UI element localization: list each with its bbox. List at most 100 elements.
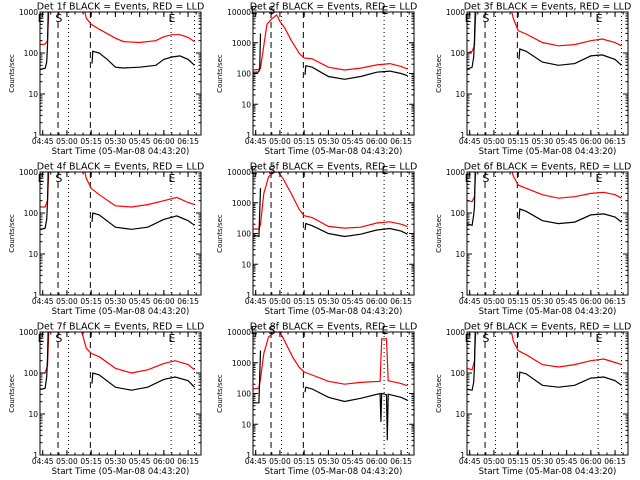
series-line-lld xyxy=(253,332,408,390)
x-axis-label: Start Time (05-Mar-08 04:43:20) xyxy=(265,467,403,477)
y-tick-label: 10 xyxy=(455,90,465,99)
y-tick-label: 10000 xyxy=(227,328,251,337)
x-tick-label: 06:00 xyxy=(366,297,388,306)
x-axis-label: Start Time (05-Mar-08 04:43:20) xyxy=(265,307,403,317)
x-tick-label: 05:30 xyxy=(105,457,127,466)
plot-frame xyxy=(466,331,629,456)
y-axis-label: Counts/sec xyxy=(216,54,224,93)
plot-frame xyxy=(252,171,415,296)
y-tick-label: 1 xyxy=(246,131,251,140)
y-axis-label: Counts/sec xyxy=(216,214,224,253)
panel-title: Det 3f BLACK = Events, RED = LLD xyxy=(464,2,632,13)
y-tick-label: 100 xyxy=(237,70,252,79)
series-line-events xyxy=(253,33,408,80)
series-line-events xyxy=(467,172,622,227)
series-line-events xyxy=(253,350,408,441)
y-tick-label: 1 xyxy=(460,131,465,140)
series-line-events xyxy=(40,332,195,391)
panel-title: Det 7f BLACK = Events, RED = LLD xyxy=(37,322,205,333)
event-marker-s: S xyxy=(268,324,275,337)
series-line-lld xyxy=(253,14,408,71)
y-tick-label: 10000 xyxy=(227,8,251,17)
panel-title: Det 4f BLACK = Events, RED = LLD xyxy=(37,162,205,173)
y-tick-label: 1 xyxy=(33,131,38,140)
event-marker-s: S xyxy=(55,12,62,25)
x-tick-label: 05:30 xyxy=(318,457,340,466)
x-tick-label: 04:45 xyxy=(245,137,267,146)
x-tick-label: 05:30 xyxy=(532,297,554,306)
event-marker-s: S xyxy=(55,332,62,345)
x-tick-label: 06:15 xyxy=(604,137,626,146)
event-marker-e: E xyxy=(168,172,175,185)
x-tick-label: 05:00 xyxy=(56,137,78,146)
x-tick-label: 06:15 xyxy=(177,137,199,146)
x-tick-label: 06:15 xyxy=(604,457,626,466)
panel-title: Det 1f BLACK = Events, RED = LLD xyxy=(37,2,205,13)
x-tick-label: 05:00 xyxy=(269,457,291,466)
x-tick-label: 04:45 xyxy=(459,137,481,146)
y-tick-label: 100 xyxy=(24,209,39,218)
x-tick-label: 04:45 xyxy=(32,137,54,146)
x-tick-label: 06:15 xyxy=(177,297,199,306)
x-tick-label: 05:00 xyxy=(56,297,78,306)
y-tick-label: 10000 xyxy=(227,168,251,177)
y-tick-label: 10 xyxy=(455,410,465,419)
y-tick-label: 1000 xyxy=(19,168,38,177)
x-tick-label: 06:00 xyxy=(153,297,175,306)
x-tick-label: 06:00 xyxy=(366,457,388,466)
y-axis-label: Counts/sec xyxy=(216,374,224,413)
x-tick-label: 06:00 xyxy=(580,137,602,146)
series-line-events xyxy=(40,12,195,70)
x-tick-label: 05:15 xyxy=(293,297,315,306)
x-tick-label: 06:15 xyxy=(390,457,412,466)
x-tick-label: 05:00 xyxy=(483,137,505,146)
event-marker-s: S xyxy=(482,332,489,345)
x-tick-label: 04:45 xyxy=(459,457,481,466)
series-line-events xyxy=(253,188,408,238)
y-tick-label: 100 xyxy=(24,369,39,378)
x-tick-label: 04:45 xyxy=(32,297,54,306)
series-line-lld xyxy=(253,172,408,230)
y-tick-label: 10 xyxy=(455,250,465,259)
y-tick-label: 100 xyxy=(237,390,252,399)
x-tick-label: 05:45 xyxy=(556,297,578,306)
x-tick-label: 05:45 xyxy=(556,137,578,146)
x-axis-label: Start Time (05-Mar-08 04:43:20) xyxy=(52,307,190,317)
y-tick-label: 1000 xyxy=(19,8,38,17)
event-marker-e: E xyxy=(381,4,388,17)
y-tick-label: 1 xyxy=(460,451,465,460)
y-tick-label: 10 xyxy=(28,250,38,259)
y-tick-label: 1000 xyxy=(232,39,251,48)
x-tick-label: 05:00 xyxy=(483,297,505,306)
x-tick-label: 05:45 xyxy=(342,457,364,466)
panel-title: Det 2f BLACK = Events, RED = LLD xyxy=(250,2,418,13)
x-tick-label: 04:45 xyxy=(245,457,267,466)
y-tick-label: 1 xyxy=(33,291,38,300)
plot-frame xyxy=(39,11,202,136)
y-tick-label: 1000 xyxy=(19,328,38,337)
event-marker-e: E xyxy=(381,164,388,177)
plot-frame xyxy=(466,11,629,136)
y-tick-label: 10 xyxy=(241,260,251,269)
y-tick-label: 1 xyxy=(246,451,251,460)
y-tick-label: 10 xyxy=(241,100,251,109)
x-tick-label: 06:00 xyxy=(580,457,602,466)
x-tick-label: 05:15 xyxy=(507,457,529,466)
event-marker-e: E xyxy=(595,332,602,345)
event-marker-e: E xyxy=(381,324,388,337)
y-tick-label: 100 xyxy=(451,369,466,378)
y-tick-label: 1000 xyxy=(232,199,251,208)
y-tick-label: 1 xyxy=(460,291,465,300)
x-tick-label: 06:15 xyxy=(390,297,412,306)
x-axis-label: Start Time (05-Mar-08 04:43:20) xyxy=(479,147,617,157)
panel-title: Det 6f BLACK = Events, RED = LLD xyxy=(464,162,632,173)
event-marker-e: E xyxy=(251,164,258,177)
panel-title: Det 9f BLACK = Events, RED = LLD xyxy=(464,322,632,333)
x-tick-label: 05:00 xyxy=(483,457,505,466)
